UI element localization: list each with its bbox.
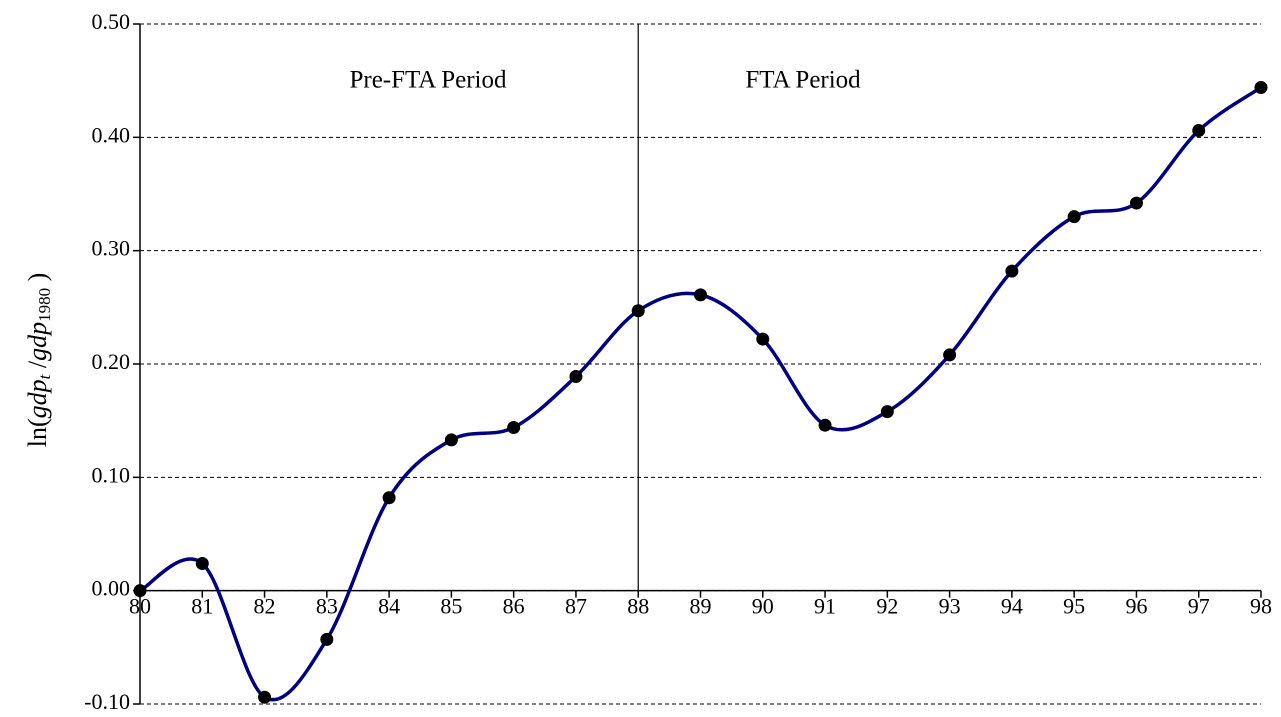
marker bbox=[818, 418, 832, 432]
y-label-part: gdp bbox=[23, 379, 52, 418]
x-tick-label: 91 bbox=[814, 594, 836, 619]
y-label-part: ln( bbox=[23, 418, 52, 447]
x-tick-label: 83 bbox=[316, 594, 338, 619]
y-tick-label: 0.50 bbox=[92, 9, 131, 34]
x-tick-label: 93 bbox=[939, 594, 961, 619]
x-tick-label: 95 bbox=[1063, 594, 1085, 619]
marker bbox=[756, 332, 770, 346]
marker bbox=[195, 556, 209, 570]
x-tick-label: 88 bbox=[627, 594, 649, 619]
annotation: FTA Period bbox=[745, 67, 861, 94]
x-tick-label: 92 bbox=[876, 594, 898, 619]
y-label-part: / bbox=[23, 360, 52, 375]
x-tick-label: 84 bbox=[378, 594, 400, 619]
y-label-part: gdp bbox=[23, 322, 52, 361]
y-tick-label: 0.20 bbox=[92, 349, 131, 374]
marker bbox=[694, 288, 707, 302]
marker bbox=[1067, 210, 1081, 224]
x-tick-label: 82 bbox=[254, 594, 276, 619]
marker bbox=[1192, 124, 1206, 138]
x-tick-label: 80 bbox=[129, 594, 151, 619]
marker bbox=[507, 420, 521, 434]
y-axis-label: ln(gdpt /gdp1980 ) bbox=[23, 273, 54, 448]
marker bbox=[631, 304, 645, 318]
marker bbox=[1005, 264, 1019, 278]
annotation: Pre-FTA Period bbox=[349, 67, 507, 94]
marker bbox=[133, 584, 147, 598]
marker bbox=[1254, 80, 1268, 94]
marker bbox=[258, 690, 272, 704]
y-tick-label: 0.10 bbox=[92, 462, 131, 487]
y-tick-label: 0.00 bbox=[92, 576, 131, 601]
y-label-part: ) bbox=[23, 273, 52, 288]
x-tick-label: 87 bbox=[565, 594, 587, 619]
marker bbox=[382, 491, 396, 505]
marker bbox=[444, 433, 458, 447]
x-tick-label: 97 bbox=[1188, 594, 1210, 619]
marker bbox=[320, 632, 334, 646]
x-tick-label: 96 bbox=[1125, 594, 1147, 619]
x-tick-label: 94 bbox=[1001, 594, 1023, 619]
line bbox=[139, 86, 1262, 702]
y-tick-label: 0.40 bbox=[92, 122, 131, 147]
marker bbox=[943, 348, 957, 362]
marker bbox=[1129, 196, 1143, 210]
x-tick-label: 81 bbox=[191, 594, 213, 619]
x-tick-label: 90 bbox=[752, 594, 774, 619]
y-tick-label: -0.10 bbox=[84, 689, 130, 714]
marker bbox=[569, 369, 583, 383]
y-label-part: t bbox=[35, 373, 54, 379]
x-tick-label: 89 bbox=[690, 594, 712, 619]
marker bbox=[880, 405, 894, 419]
x-tick-label: 98 bbox=[1250, 594, 1272, 619]
x-tick-label: 85 bbox=[440, 594, 462, 619]
x-tick-label: 86 bbox=[503, 594, 525, 619]
y-tick-label: 0.30 bbox=[92, 236, 131, 261]
y-label-part: 1980 bbox=[35, 288, 54, 322]
